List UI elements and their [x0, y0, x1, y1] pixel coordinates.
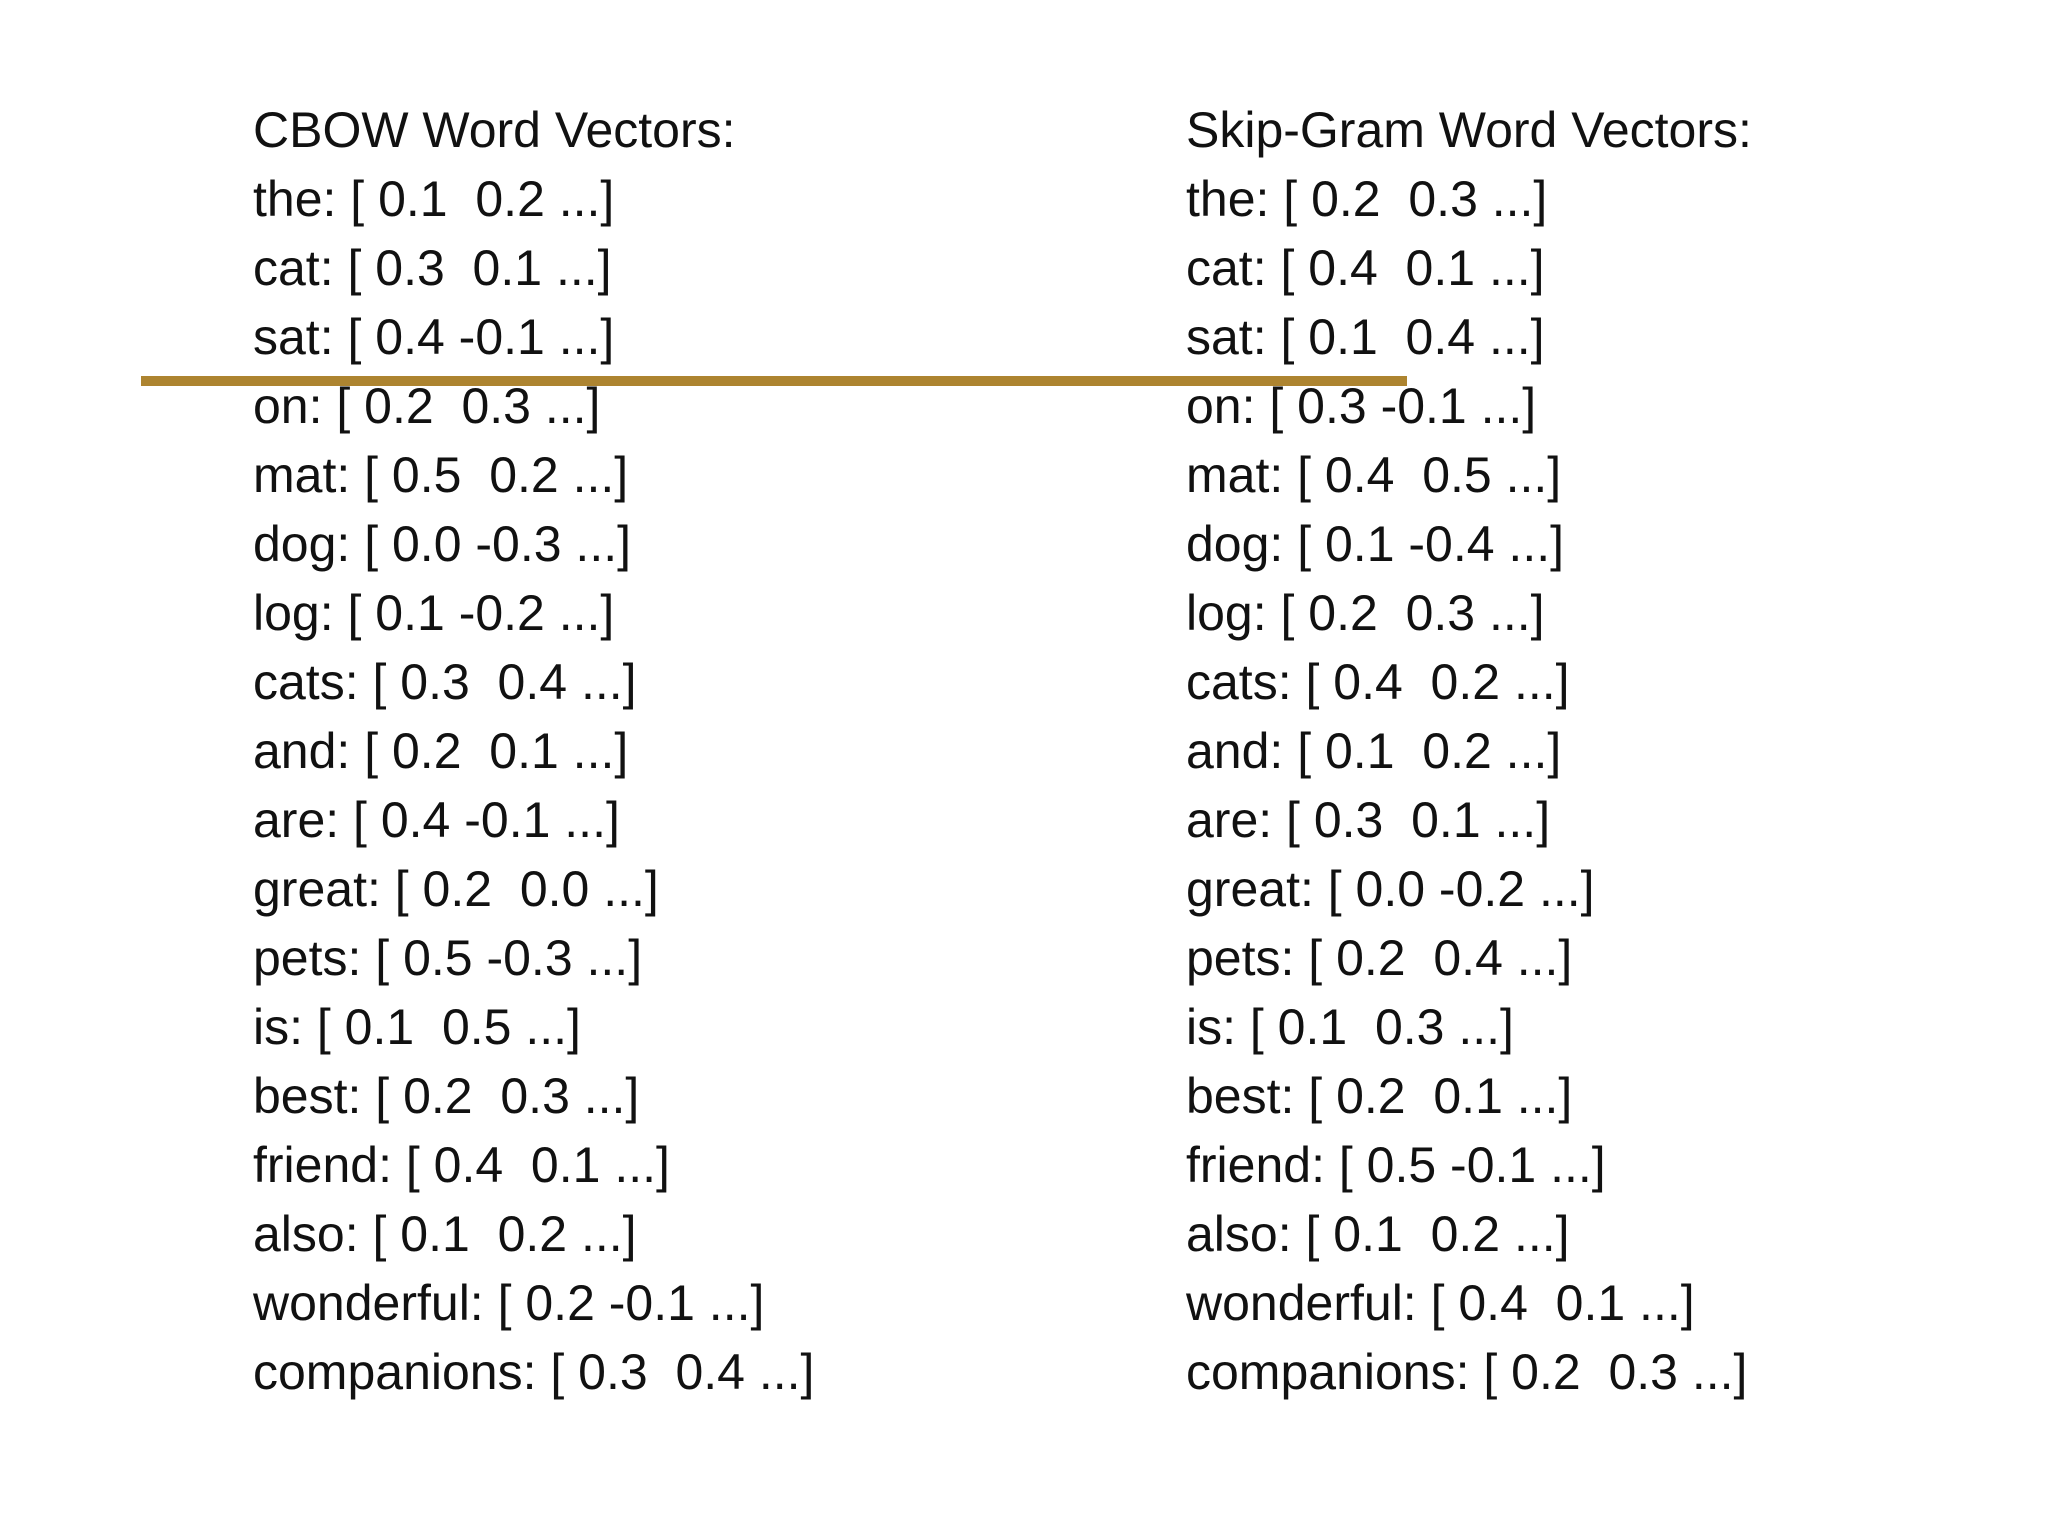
cbow-row-pets: pets: [ 0.5 -0.3 ...] [253, 930, 643, 986]
cbow-row-are: are: [ 0.4 -0.1 ...] [253, 792, 620, 848]
skipgram-row-the: the: [ 0.2 0.3 ...] [1186, 171, 1548, 227]
skipgram-row-wonderful: wonderful: [ 0.4 0.1 ...] [1186, 1275, 1695, 1331]
skipgram-row-pets: pets: [ 0.2 0.4 ...] [1186, 930, 1573, 986]
cbow-row-dog: dog: [ 0.0 -0.3 ...] [253, 516, 632, 572]
skipgram-row-also: also: [ 0.1 0.2 ...] [1186, 1206, 1570, 1262]
cbow-row-cats: cats: [ 0.3 0.4 ...] [253, 654, 637, 710]
skipgram-row-log: log: [ 0.2 0.3 ...] [1186, 585, 1545, 641]
cbow-row-companions: companions: [ 0.3 0.4 ...] [253, 1344, 815, 1400]
skipgram-row-companions: companions: [ 0.2 0.3 ...] [1186, 1344, 1748, 1400]
cbow-row-is: is: [ 0.1 0.5 ...] [253, 999, 581, 1055]
skipgram-row-sat: sat: [ 0.1 0.4 ...] [1186, 309, 1545, 365]
skipgram-row-cats: cats: [ 0.4 0.2 ...] [1186, 654, 1570, 710]
cbow-row-cat: cat: [ 0.3 0.1 ...] [253, 240, 612, 296]
skipgram-row-friend: friend: [ 0.5 -0.1 ...] [1186, 1137, 1606, 1193]
cbow-vectors-list: CBOW Word Vectors: the: [ 0.1 0.2 ...] c… [253, 96, 814, 1407]
skipgram-row-dog: dog: [ 0.1 -0.4 ...] [1186, 516, 1565, 572]
cbow-row-mat: mat: [ 0.5 0.2 ...] [253, 447, 629, 503]
skipgram-row-cat: cat: [ 0.4 0.1 ...] [1186, 240, 1545, 296]
cbow-row-best: best: [ 0.2 0.3 ...] [253, 1068, 640, 1124]
skipgram-row-is: is: [ 0.1 0.3 ...] [1186, 999, 1514, 1055]
cbow-row-wonderful: wonderful: [ 0.2 -0.1 ...] [253, 1275, 765, 1331]
skipgram-row-mat: mat: [ 0.4 0.5 ...] [1186, 447, 1562, 503]
cbow-row-log: log: [ 0.1 -0.2 ...] [253, 585, 615, 641]
skipgram-vectors-list: Skip-Gram Word Vectors: the: [ 0.2 0.3 .… [1186, 96, 1752, 1407]
cbow-row-friend: friend: [ 0.4 0.1 ...] [253, 1137, 670, 1193]
cbow-row-on: on: [ 0.2 0.3 ...] [253, 378, 601, 434]
skipgram-row-on: on: [ 0.3 -0.1 ...] [1186, 378, 1537, 434]
cbow-row-also: also: [ 0.1 0.2 ...] [253, 1206, 637, 1262]
skipgram-column-title: Skip-Gram Word Vectors: [1186, 102, 1752, 158]
cbow-row-sat: sat: [ 0.4 -0.1 ...] [253, 309, 615, 365]
cbow-column-title: CBOW Word Vectors: [253, 102, 736, 158]
skipgram-row-and: and: [ 0.1 0.2 ...] [1186, 723, 1562, 779]
title-underline-rule [141, 376, 1407, 386]
cbow-row-the: the: [ 0.1 0.2 ...] [253, 171, 615, 227]
cbow-row-great: great: [ 0.2 0.0 ...] [253, 861, 659, 917]
cbow-row-and: and: [ 0.2 0.1 ...] [253, 723, 629, 779]
skipgram-row-great: great: [ 0.0 -0.2 ...] [1186, 861, 1595, 917]
skipgram-row-best: best: [ 0.2 0.1 ...] [1186, 1068, 1573, 1124]
skipgram-row-are: are: [ 0.3 0.1 ...] [1186, 792, 1551, 848]
